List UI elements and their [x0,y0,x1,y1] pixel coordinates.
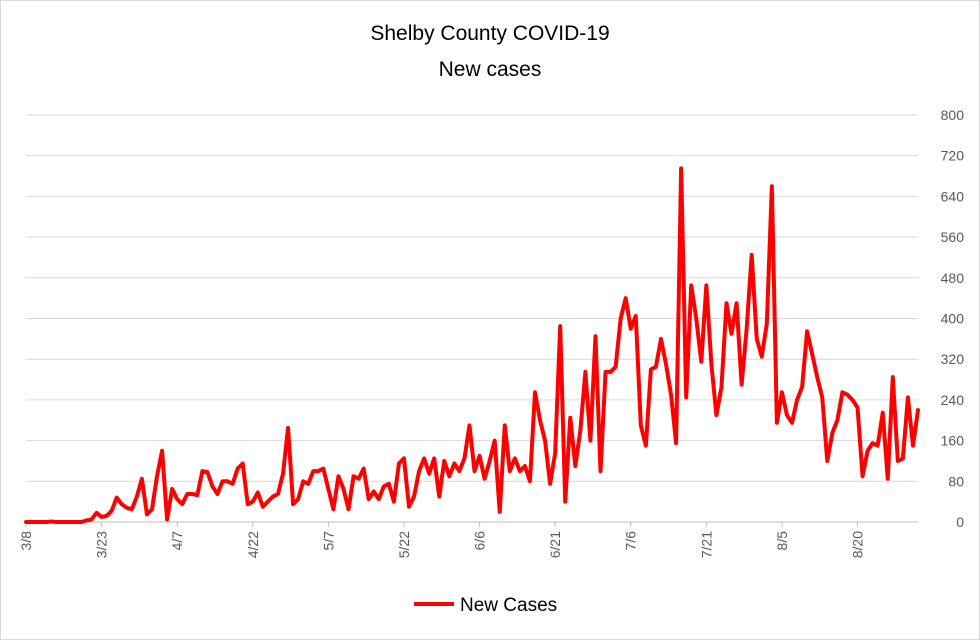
x-tick-label: 4/7 [169,531,185,551]
chart-subtitle: New cases [438,58,542,81]
series-layer [24,166,920,524]
y-tick-label: 640 [941,188,965,204]
legend: New Cases [414,595,557,616]
x-tick-label: 8/20 [850,531,866,558]
x-tick-label: 6/6 [472,531,488,551]
x-tick-label: 6/21 [547,531,563,558]
y-tick-label: 0 [956,514,964,530]
y-tick-label: 400 [941,311,965,327]
y-tick-label: 720 [941,148,965,164]
x-tick-label: 7/6 [623,531,639,551]
x-tick-label: 8/5 [774,531,790,551]
x-tick-label: 5/22 [396,531,412,558]
y-tick-label: 240 [941,392,965,408]
y-tick-label: 80 [948,473,964,489]
y-axis: 0 80 160 240 320 400 480 560 640 720 800 [941,107,965,530]
y-tick-label: 800 [941,107,965,123]
legend-label: New Cases [460,595,557,616]
y-tick-label: 320 [941,351,965,367]
y-tick-label: 480 [941,270,965,286]
x-tick-label: 7/21 [698,531,714,558]
series-line-new-cases [24,166,920,524]
x-tick-label: 3/23 [94,531,110,558]
x-tick-label: 4/22 [245,531,261,558]
x-tick-label: 5/7 [320,531,336,551]
x-axis: 3/8 3/23 4/7 4/22 5/7 5/22 6/6 6/21 7/6 7/21 8/5 8/… [18,521,918,558]
x-tick-label: 3/8 [18,531,34,551]
y-tick-label: 160 [941,433,965,449]
chart-title: Shelby County COVID-19 [370,22,610,45]
y-tick-label: 560 [941,229,965,245]
